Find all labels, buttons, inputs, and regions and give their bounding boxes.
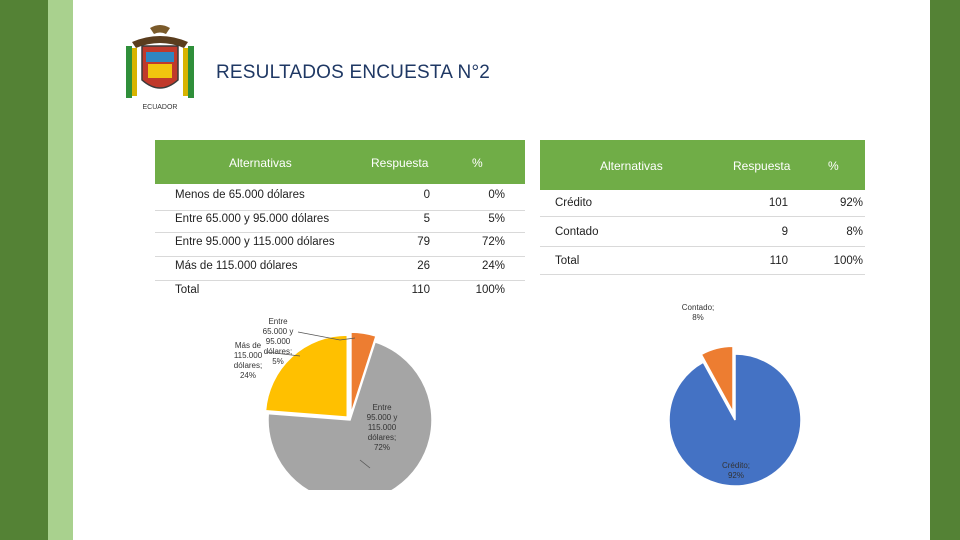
left-accent-bar-dark <box>0 0 48 540</box>
left-accent-bar-light <box>48 0 73 540</box>
pie-slice-label: Entre 95.000 y 115.000 dólares; 72% <box>367 403 398 452</box>
table-row-respuesta: 9 <box>781 226 788 238</box>
pie-chart-forma-pago: Crédito; 92% Contado; 8% <box>668 303 802 487</box>
table-row-respuesta: 79 <box>417 236 430 248</box>
pie-slice-label: Más de 115.000 dólares; 24% <box>234 341 263 380</box>
table-row-respuesta: 110 <box>411 284 430 296</box>
table2-header-alternativas: Alternativas <box>600 159 663 173</box>
table-row-pct: 0% <box>488 189 505 201</box>
pie-slice-label: Entre 65.000 y 95.000 dólares; 5% <box>263 317 294 366</box>
pie-leader-line <box>265 351 301 357</box>
table1-header-pct: % <box>472 156 483 170</box>
pie-slice-label: Contado; 8% <box>682 303 714 322</box>
table-row-pct: 100% <box>475 284 505 296</box>
table2-header <box>540 140 865 190</box>
table-row-label: Total <box>555 255 580 267</box>
table2-header-respuesta: Respuesta <box>733 159 791 173</box>
pie-slice <box>350 331 377 415</box>
table-row-respuesta: 5 <box>423 213 430 225</box>
table-row-pct: 100% <box>833 255 863 267</box>
table-row-respuesta: 26 <box>417 260 430 272</box>
table-row-label: Crédito <box>555 197 593 209</box>
page-title: RESULTADOS ENCUESTA N°2 <box>216 62 491 83</box>
pie-chart-rangos-precio: Entre 65.000 y 95.000 dólares; 5% Entre 95.000… <box>234 317 433 490</box>
table-row-respuesta: 110 <box>769 255 788 267</box>
table-row-label: Más de 115.000 dólares <box>175 260 298 272</box>
table-row-respuesta: 101 <box>768 197 788 209</box>
pie-leader-line <box>359 459 371 469</box>
table-row-pct: 72% <box>481 236 505 248</box>
table-row-pct: 92% <box>839 197 863 209</box>
table2-header-pct: % <box>828 159 839 173</box>
table-row-pct: 5% <box>488 213 505 225</box>
table-row-label: Contado <box>555 226 599 238</box>
table-row-label: Entre 95.000 y 115.000 dólares <box>175 236 335 248</box>
pie-slice-label: Crédito; 92% <box>722 461 750 480</box>
pie-slice <box>700 345 734 413</box>
pie-slice <box>267 340 433 490</box>
pie-leader-line <box>297 331 356 341</box>
table-row-respuesta: 0 <box>423 189 430 201</box>
logo-caption: ECUADOR <box>142 104 177 111</box>
table1-header-alternativas: Alternativas <box>229 156 292 170</box>
table-row-pct: 8% <box>846 226 863 238</box>
table-row-pct: 24% <box>481 260 505 272</box>
coat-of-arms-logo: ECUADOR <box>110 22 210 117</box>
table-row-label: Entre 65.000 y 95.000 dólares <box>175 213 330 225</box>
table-row-label: Menos de 65.000 dólares <box>175 189 305 201</box>
table1-header <box>155 140 525 184</box>
table-row-label: Total <box>175 284 200 296</box>
right-accent-bar <box>930 0 960 540</box>
pie-slice <box>668 353 802 487</box>
table1-header-respuesta: Respuesta <box>371 156 429 170</box>
pie-slice <box>264 334 349 418</box>
